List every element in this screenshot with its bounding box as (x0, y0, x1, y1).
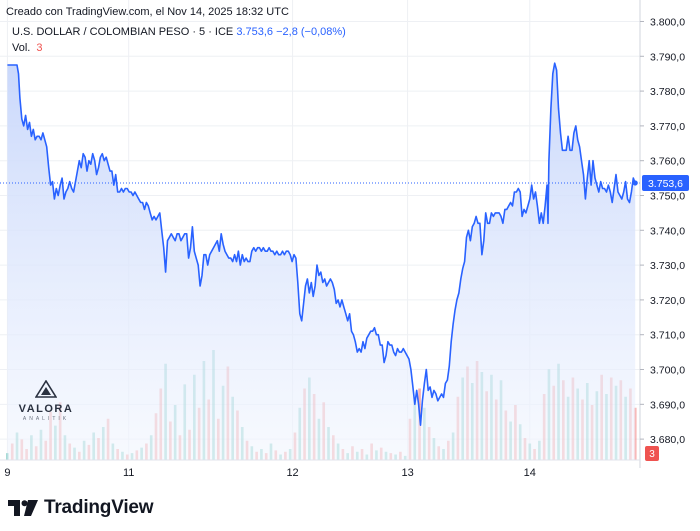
volume-tag-label: 3 (649, 449, 655, 460)
volume-tag (645, 446, 659, 461)
y-tick-label: 3.780,0 (650, 86, 685, 98)
y-tick-label: 3.760,0 (650, 156, 685, 168)
x-tick-label: 13 (401, 467, 413, 479)
tradingview-brand: TradingView (44, 497, 154, 518)
x-tick-label: 14 (524, 467, 536, 479)
last-price-dot (632, 180, 638, 186)
valora-name: VALORA (18, 403, 74, 415)
last-price-tag (642, 174, 689, 191)
price-area-fill (7, 63, 636, 460)
axes: 3.800,0 3.790,0 3.780,0 3.770,0 3.760,0 3.750… (0, 0, 689, 479)
x-tick-label: 9 (4, 467, 10, 479)
valora-logo-icon (34, 379, 58, 398)
tradingview-footer[interactable]: TradingView (8, 496, 154, 520)
last-price-tag-label: 3.753,6 (648, 178, 683, 190)
volume-label[interactable]: Vol. (12, 42, 31, 54)
change-value: −2,8 (−0,08%) (276, 26, 346, 38)
y-tick-label: 3.750,0 (650, 190, 685, 202)
symbol-legend: U.S. DOLLAR / COLOMBIAN PESO · 5 · ICE 3… (12, 26, 346, 38)
price-area (7, 63, 636, 460)
y-tick-label: 3.730,0 (650, 260, 685, 272)
y-tick-label: 3.720,0 (650, 295, 685, 307)
valora-watermark: VALORA ANALITIK (14, 379, 78, 422)
volume-legend: Vol. 3 (12, 42, 42, 54)
created-caption: Creado con TradingView.com, el Nov 14, 2… (6, 6, 289, 18)
y-tick-label: 3.700,0 (650, 365, 685, 377)
tradingview-logo-icon (8, 500, 38, 516)
volume-bar (633, 407, 637, 460)
y-tick-label: 3.690,0 (650, 399, 685, 411)
price-line (0, 62, 640, 426)
y-tick-label: 3.680,0 (650, 434, 685, 446)
y-tick-label: 3.800,0 (650, 16, 685, 28)
y-tick-label: 3.740,0 (650, 225, 685, 237)
last-value: 3.753,6 (236, 26, 274, 38)
y-tick-label: 3.710,0 (650, 330, 685, 342)
x-tick-label: 12 (286, 467, 298, 479)
symbol-name[interactable]: U.S. DOLLAR / COLOMBIAN PESO · 5 · ICE (12, 26, 234, 38)
price-line-path (7, 62, 636, 426)
y-tick-label: 3.790,0 (650, 51, 685, 63)
y-tick-label: 3.770,0 (650, 121, 685, 133)
valora-subtitle: ANALITIK (22, 416, 70, 422)
volume-value: 3 (36, 42, 43, 54)
x-tick-label: 11 (123, 467, 134, 479)
